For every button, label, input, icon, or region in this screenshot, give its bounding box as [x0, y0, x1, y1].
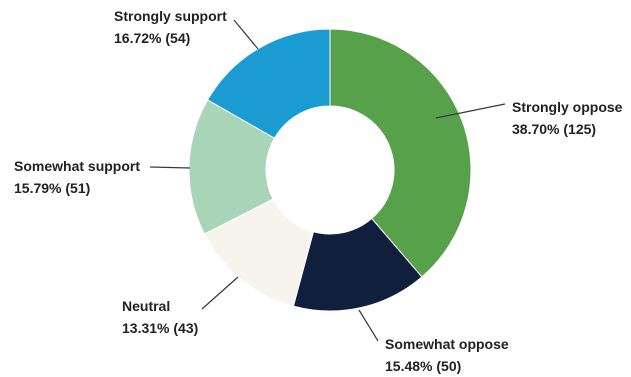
slice-label-somewhat-oppose: Somewhat oppose [385, 336, 509, 352]
slice-label-strongly-oppose: Strongly oppose [512, 99, 623, 115]
slice-value-neutral: 13.31% (43) [122, 320, 198, 336]
leader-line-somewhat-support [149, 166, 191, 169]
slice-value-strongly-support: 16.72% (54) [114, 30, 190, 46]
slice-somewhat-support [188, 99, 276, 235]
slice-value-somewhat-oppose: 15.48% (50) [385, 358, 461, 374]
leader-line-strongly-oppose [435, 103, 506, 119]
slice-label-somewhat-support: Somewhat support [14, 158, 140, 174]
leader-lines [149, 19, 506, 342]
leader-line-neutral [201, 276, 239, 310]
slice-label-neutral: Neutral [122, 298, 170, 314]
leader-line-somewhat-oppose [358, 309, 379, 342]
slice-value-strongly-oppose: 38.70% (125) [512, 121, 596, 137]
slice-label-strongly-support: Strongly support [114, 8, 227, 24]
leader-line-strongly-support [233, 19, 259, 50]
slice-strongly-support [206, 28, 331, 139]
slice-labels: Strongly oppose 38.70% (125) Somewhat oppo… [14, 8, 623, 374]
slice-value-somewhat-support: 15.79% (51) [14, 180, 90, 196]
donut-slices [188, 28, 472, 312]
slice-strongly-oppose [329, 28, 472, 278]
